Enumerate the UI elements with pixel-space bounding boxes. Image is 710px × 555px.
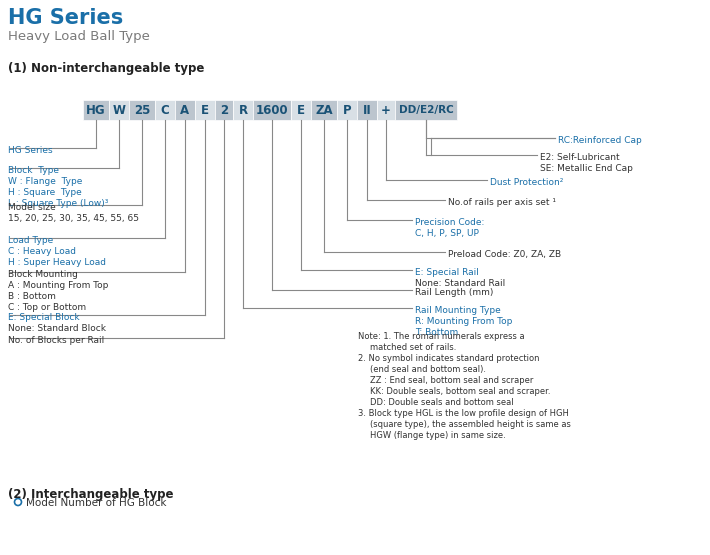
Text: E: E [201, 103, 209, 117]
Text: R: R [239, 103, 248, 117]
Text: W : Flange  Type: W : Flange Type [8, 177, 82, 186]
Bar [377, 100, 395, 120]
Text: +: + [381, 103, 391, 117]
Text: 2: 2 [220, 103, 228, 117]
Text: (1) Non-interchangeable type: (1) Non-interchangeable type [8, 62, 204, 75]
Text: T: Bottom: T: Bottom [415, 328, 458, 337]
Text: DD/E2/RC: DD/E2/RC [398, 105, 454, 115]
Text: HGW (flange type) in same size.: HGW (flange type) in same size. [370, 431, 506, 440]
Text: HG Series: HG Series [8, 8, 124, 28]
Text: Precision Code:: Precision Code: [415, 218, 484, 227]
Bar [215, 100, 233, 120]
Text: KK: Double seals, bottom seal and scraper.: KK: Double seals, bottom seal and scrape… [370, 387, 550, 396]
Text: RC:Reinforced Cap: RC:Reinforced Cap [558, 136, 642, 145]
Text: None: Standard Block: None: Standard Block [8, 324, 106, 333]
Bar [337, 100, 357, 120]
Text: H : Square  Type: H : Square Type [8, 188, 82, 197]
Bar [83, 100, 109, 120]
Text: 1600: 1600 [256, 103, 288, 117]
Bar [129, 100, 155, 120]
Bar [175, 100, 195, 120]
Text: C: C [160, 103, 170, 117]
Text: B : Bottom: B : Bottom [8, 292, 56, 301]
Text: ZZ : End seal, bottom seal and scraper: ZZ : End seal, bottom seal and scraper [370, 376, 533, 385]
Text: DD: Double seals and bottom seal: DD: Double seals and bottom seal [370, 398, 513, 407]
Text: Note: 1. The roman numerals express a: Note: 1. The roman numerals express a [358, 332, 525, 341]
Text: (end seal and bottom seal).: (end seal and bottom seal). [370, 365, 486, 374]
Text: E: Special Rail: E: Special Rail [415, 268, 479, 277]
Text: P: P [343, 103, 351, 117]
Text: 2. No symbol indicates standard protection: 2. No symbol indicates standard protecti… [358, 354, 540, 363]
Text: ZA: ZA [315, 103, 333, 117]
Text: (2) Interchangeable type: (2) Interchangeable type [8, 488, 173, 501]
Bar [291, 100, 311, 120]
Text: Block Mounting: Block Mounting [8, 270, 78, 279]
Text: L : Square Type (Low)³: L : Square Type (Low)³ [8, 199, 109, 208]
Text: No. of Blocks per Rail: No. of Blocks per Rail [8, 336, 104, 345]
Text: 15, 20, 25, 30, 35, 45, 55, 65: 15, 20, 25, 30, 35, 45, 55, 65 [8, 214, 139, 223]
Text: Block  Type: Block Type [8, 166, 59, 175]
Text: Rail Length (mm): Rail Length (mm) [415, 288, 493, 297]
Text: Dust Protection²: Dust Protection² [490, 178, 563, 187]
Text: Model Number of HG Block: Model Number of HG Block [26, 498, 167, 508]
Text: E2: Self-Lubricant: E2: Self-Lubricant [540, 153, 620, 162]
Text: C : Top or Bottom: C : Top or Bottom [8, 303, 86, 312]
Text: matched set of rails.: matched set of rails. [370, 343, 457, 352]
Bar [311, 100, 337, 120]
Text: R: Mounting From Top: R: Mounting From Top [415, 317, 513, 326]
Text: C : Heavy Load: C : Heavy Load [8, 247, 76, 256]
Bar [195, 100, 215, 120]
Text: Rail Mounting Type: Rail Mounting Type [415, 306, 501, 315]
Text: W: W [112, 103, 126, 117]
Text: Heavy Load Ball Type: Heavy Load Ball Type [8, 30, 150, 43]
Text: (square type), the assembled height is same as: (square type), the assembled height is s… [370, 420, 571, 429]
Text: Preload Code: Z0, ZA, ZB: Preload Code: Z0, ZA, ZB [448, 250, 561, 259]
Text: A : Mounting From Top: A : Mounting From Top [8, 281, 109, 290]
Text: Model size: Model size [8, 203, 56, 212]
Bar [109, 100, 129, 120]
Text: H : Super Heavy Load: H : Super Heavy Load [8, 258, 106, 267]
Text: 25: 25 [133, 103, 151, 117]
Text: E: E [297, 103, 305, 117]
Text: Load Type: Load Type [8, 236, 53, 245]
Text: E: Special Block: E: Special Block [8, 313, 80, 322]
Text: A: A [180, 103, 190, 117]
Text: HG: HG [86, 103, 106, 117]
Text: 3. Block type HGL is the low profile design of HGH: 3. Block type HGL is the low profile des… [358, 409, 569, 418]
Bar [233, 100, 253, 120]
Text: No.of rails per axis set ¹: No.of rails per axis set ¹ [448, 198, 556, 207]
Bar [395, 100, 457, 120]
Text: None: Standard Rail: None: Standard Rail [415, 279, 506, 288]
Text: C, H, P, SP, UP: C, H, P, SP, UP [415, 229, 479, 238]
Bar [357, 100, 377, 120]
Bar [155, 100, 175, 120]
Text: II: II [363, 103, 371, 117]
Text: HG Series: HG Series [8, 146, 53, 155]
Text: SE: Metallic End Cap: SE: Metallic End Cap [540, 164, 633, 173]
Bar [253, 100, 291, 120]
